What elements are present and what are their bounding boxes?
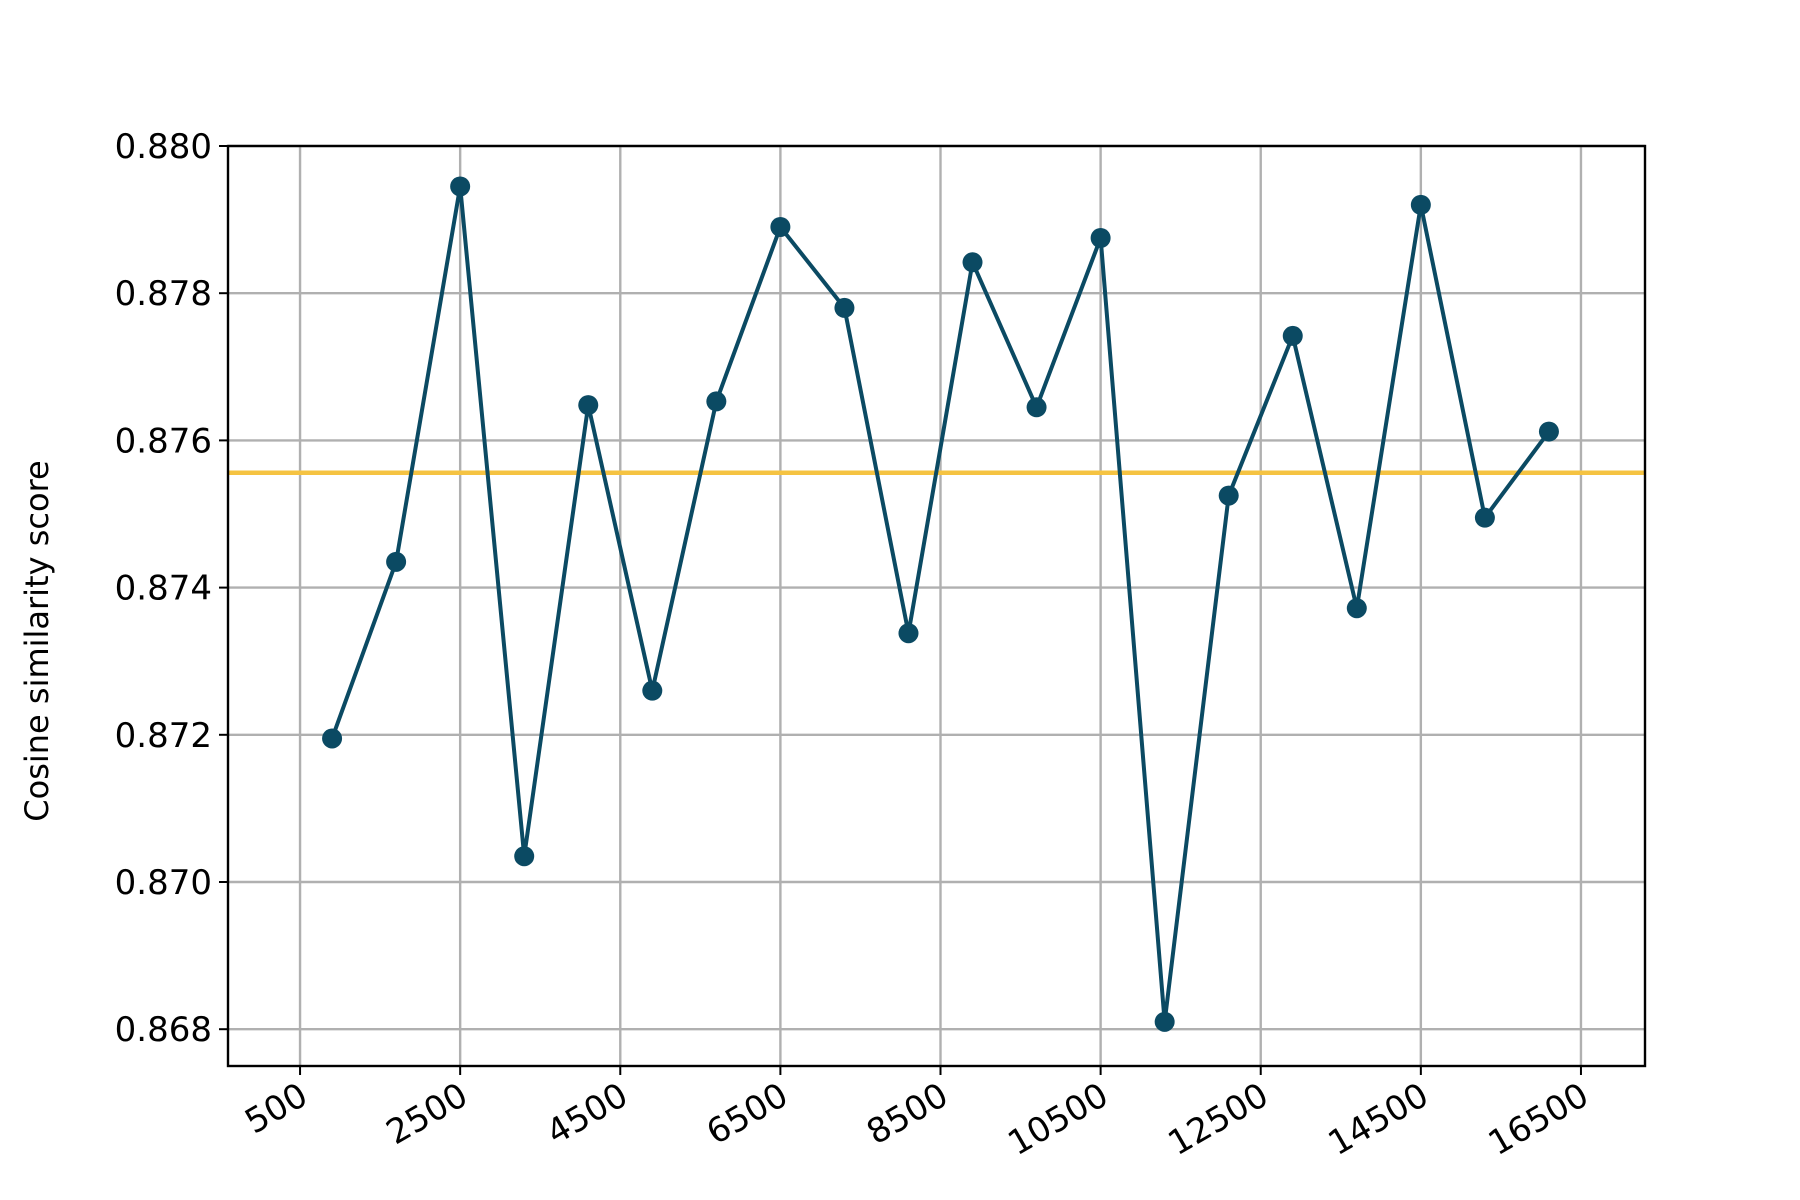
x-tick-label: 12500 bbox=[1162, 1075, 1276, 1164]
x-tick-label: 2500 bbox=[380, 1075, 475, 1153]
x-tick-label: 6500 bbox=[700, 1075, 795, 1153]
y-tick-label: 0.872 bbox=[115, 716, 212, 756]
y-tick-label: 0.874 bbox=[115, 569, 212, 609]
data-point bbox=[450, 176, 471, 197]
axis-ticks: 500 2500 4500 6500 8500 10500 12500 14500 16500 0… bbox=[115, 127, 1596, 1164]
x-tick-label: 10500 bbox=[1001, 1075, 1115, 1164]
data-point bbox=[898, 623, 919, 644]
x-tick-label: 500 bbox=[238, 1075, 314, 1142]
data-point bbox=[1154, 1011, 1175, 1032]
x-tick-label: 14500 bbox=[1322, 1075, 1436, 1164]
data-point bbox=[1026, 397, 1047, 418]
data-point bbox=[1282, 325, 1303, 346]
data-point bbox=[322, 728, 343, 749]
data-point bbox=[834, 297, 855, 318]
y-tick-label: 0.880 bbox=[115, 127, 212, 167]
y-tick-label: 0.870 bbox=[115, 863, 212, 903]
data-point bbox=[770, 216, 791, 237]
y-tick-label: 0.878 bbox=[115, 274, 212, 314]
data-point bbox=[386, 551, 407, 572]
series-layer bbox=[322, 176, 1559, 1032]
x-tick-label: 16500 bbox=[1482, 1075, 1596, 1164]
series-line bbox=[330, 184, 1551, 1024]
data-point bbox=[578, 395, 599, 416]
plot-frame bbox=[226, 144, 1647, 1068]
data-point bbox=[1346, 598, 1367, 619]
y-tick-label: 0.868 bbox=[115, 1010, 212, 1050]
x-tick-label: 4500 bbox=[540, 1075, 635, 1153]
y-tick-label: 0.876 bbox=[115, 421, 212, 461]
x-tick-label: 8500 bbox=[860, 1075, 955, 1153]
data-point bbox=[642, 680, 663, 701]
data-point bbox=[1090, 228, 1111, 248]
data-point bbox=[1218, 485, 1239, 506]
data-point bbox=[962, 252, 983, 273]
y-axis-label: Cosine similarity score bbox=[18, 460, 56, 821]
data-point bbox=[1410, 194, 1431, 215]
data-point bbox=[1538, 421, 1559, 442]
data-point bbox=[514, 846, 535, 867]
data-point bbox=[1474, 507, 1495, 528]
grid bbox=[228, 144, 1645, 1066]
data-point bbox=[706, 391, 727, 412]
